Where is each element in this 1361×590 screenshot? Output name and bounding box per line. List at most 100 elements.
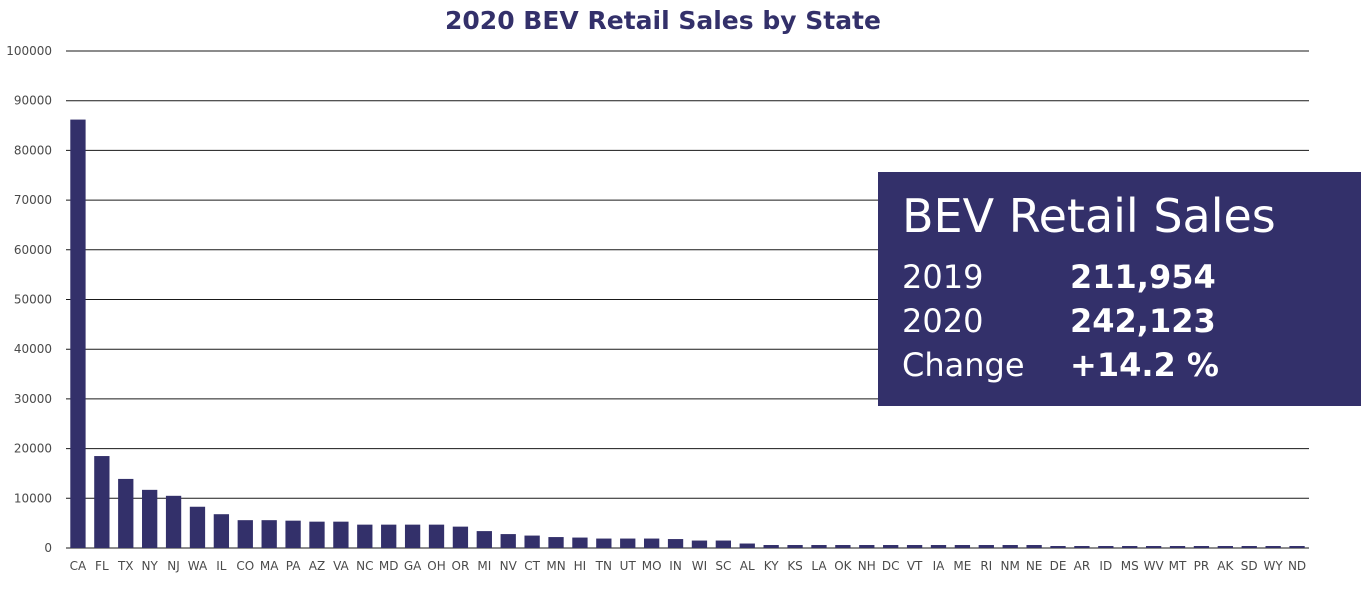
x-tick-label: FL	[95, 559, 109, 573]
x-tick-label: AZ	[309, 559, 325, 573]
x-tick-label: NH	[858, 559, 876, 573]
bar-nh	[859, 545, 875, 548]
x-tick-label: OR	[452, 559, 470, 573]
bar-va	[333, 521, 349, 548]
bar-ne	[1026, 545, 1042, 548]
x-tick-label: NV	[500, 559, 518, 573]
bar-il	[213, 514, 230, 548]
bar-co	[237, 520, 253, 548]
x-axis-ticks: CA FL TX NY NJ WA IL CO MA PA AZ VA NC MD GA OH OR MI NV CT…	[70, 559, 1307, 573]
x-tick-label: RI	[980, 559, 992, 573]
x-tick-label: HI	[574, 559, 587, 573]
x-tick-label: MD	[379, 559, 399, 573]
bar-nc	[357, 524, 373, 548]
x-tick-label: IL	[216, 559, 227, 573]
x-tick-label: SD	[1241, 559, 1258, 573]
x-tick-label: WY	[1264, 559, 1284, 573]
x-tick-label: NM	[1001, 559, 1020, 573]
chart-title: 2020 BEV Retail Sales by State	[445, 6, 881, 35]
x-tick-label: CA	[70, 559, 87, 573]
x-tick-label: ND	[1288, 559, 1306, 573]
bar-wy	[1265, 546, 1281, 548]
bar-mn	[548, 537, 564, 548]
bar-ut	[620, 538, 636, 548]
bar-al	[739, 543, 755, 548]
y-tick-label: 10000	[14, 491, 52, 505]
summary-row-value: 242,123	[1070, 302, 1216, 340]
summary-row-change: Change +14.2 %	[902, 346, 1361, 390]
bar-tx	[118, 478, 134, 548]
bar-ok	[835, 545, 851, 548]
x-tick-label: IN	[669, 559, 682, 573]
x-tick-label: ME	[953, 559, 971, 573]
x-tick-label: SC	[715, 559, 731, 573]
summary-row-value: +14.2 %	[1070, 346, 1219, 384]
bar-mi	[476, 531, 492, 548]
x-tick-label: IA	[933, 559, 946, 573]
x-tick-label: OK	[834, 559, 852, 573]
x-tick-label: OH	[427, 559, 445, 573]
bar-ma	[261, 520, 277, 548]
bar-mo	[643, 538, 660, 548]
x-tick-label: KS	[787, 559, 803, 573]
bar-wv	[1145, 546, 1162, 548]
x-tick-label: DC	[882, 559, 900, 573]
bar-ia	[930, 545, 947, 548]
x-tick-label: MO	[642, 559, 662, 573]
y-tick-label: 40000	[14, 342, 52, 356]
bar-ar	[1074, 546, 1090, 548]
summary-row-2019: 2019 211,954	[902, 258, 1361, 302]
bar-nv	[500, 534, 516, 548]
y-tick-label: 70000	[14, 193, 52, 207]
bar-md	[381, 524, 397, 548]
y-axis-ticks: 0 10000 20000 30000 40000 50000 60000 70000 8000…	[6, 44, 52, 555]
bar-in	[667, 539, 684, 548]
summary-row-value: 211,954	[1070, 258, 1216, 296]
x-tick-label: MI	[477, 559, 491, 573]
bar-vt	[906, 545, 923, 548]
x-tick-label: WA	[188, 559, 208, 573]
x-tick-label: TN	[595, 559, 612, 573]
x-tick-label: LA	[811, 559, 827, 573]
bar-mt	[1169, 546, 1186, 548]
x-tick-label: MS	[1121, 559, 1139, 573]
bar-ca	[70, 119, 86, 548]
x-tick-label: KY	[764, 559, 779, 573]
bar-dc	[883, 545, 899, 548]
bar-oh	[428, 524, 445, 548]
x-tick-label: AL	[740, 559, 755, 573]
bar-nd	[1289, 546, 1305, 548]
bar-id	[1098, 546, 1114, 548]
bar-sc	[715, 540, 732, 548]
bar-ga	[404, 524, 421, 548]
bar-or	[452, 526, 469, 548]
x-tick-label: PR	[1194, 559, 1210, 573]
x-tick-label: MN	[546, 559, 565, 573]
x-tick-label: MT	[1169, 559, 1187, 573]
x-tick-label: WI	[692, 559, 707, 573]
bar-ks	[787, 545, 803, 548]
summary-row-label: 2020	[902, 302, 984, 340]
bar-de	[1050, 546, 1066, 548]
bar-ky	[763, 545, 779, 548]
bar-sd	[1241, 546, 1257, 548]
x-tick-label: DE	[1050, 559, 1067, 573]
bars	[70, 119, 1305, 548]
y-tick-label: 30000	[14, 392, 52, 406]
bar-ct	[524, 535, 540, 548]
x-tick-label: GA	[404, 559, 422, 573]
bar-la	[811, 545, 827, 548]
bar-ny	[142, 489, 158, 548]
y-tick-label: 80000	[14, 143, 52, 157]
gridlines	[66, 50, 1309, 549]
x-tick-label: MA	[260, 559, 279, 573]
bar-nm	[1002, 545, 1018, 548]
x-tick-label: PA	[286, 559, 301, 573]
x-tick-label: CT	[524, 559, 540, 573]
x-tick-label: AR	[1074, 559, 1091, 573]
y-tick-label: 0	[44, 541, 52, 555]
x-tick-label: AK	[1217, 559, 1234, 573]
bar-pa	[285, 520, 301, 548]
bar-fl	[94, 456, 110, 548]
x-tick-label: VA	[333, 559, 349, 573]
